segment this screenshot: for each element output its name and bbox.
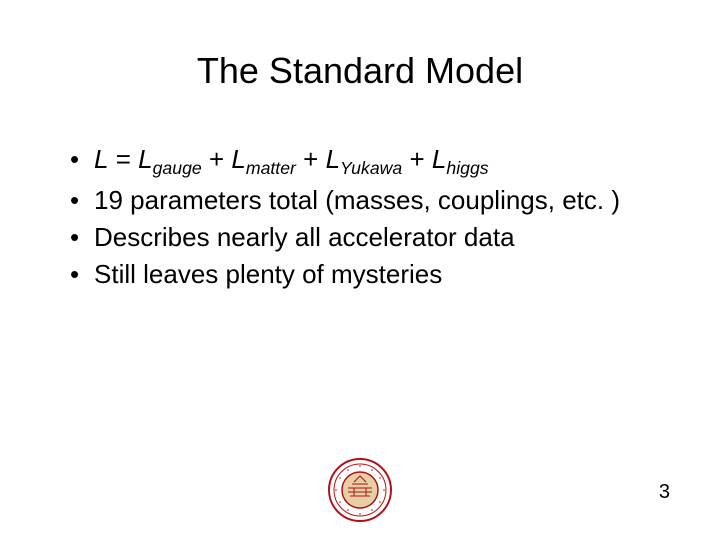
- term-1-sub: matter: [246, 158, 296, 178]
- page-number: 3: [659, 481, 670, 504]
- slide: The Standard Model L = Lgauge + Lmatter …: [0, 0, 720, 540]
- lagrangian-eq: =: [108, 144, 138, 174]
- plus-1: +: [296, 144, 326, 174]
- university-seal-icon: [328, 458, 392, 522]
- bullet-item: Still leaves plenty of mysteries: [70, 257, 670, 292]
- page-title: The Standard Model: [50, 50, 670, 92]
- term-2-sub: Yukawa: [340, 158, 402, 178]
- bullet-item: Describes nearly all accelerator data: [70, 220, 670, 255]
- bullet-list: L = Lgauge + Lmatter + LYukawa + Lhiggs …: [50, 142, 670, 292]
- plus-2: +: [402, 144, 432, 174]
- term-3-sub: higgs: [446, 158, 488, 178]
- term-3-sym: L: [432, 144, 446, 174]
- seal-inner-disc: [342, 472, 378, 508]
- term-0-sub: gauge: [153, 158, 202, 178]
- term-1-sym: L: [231, 144, 245, 174]
- bullet-lagrangian: L = Lgauge + Lmatter + LYukawa + Lhiggs: [70, 142, 670, 181]
- term-0-sym: L: [138, 144, 152, 174]
- plus-0: +: [202, 144, 232, 174]
- bullet-item: 19 parameters total (masses, couplings, …: [70, 183, 670, 218]
- term-2-sym: L: [326, 144, 340, 174]
- lagrangian-expression: L = Lgauge + Lmatter + LYukawa + Lhiggs: [94, 144, 489, 174]
- lagrangian-lhs: L: [94, 144, 108, 174]
